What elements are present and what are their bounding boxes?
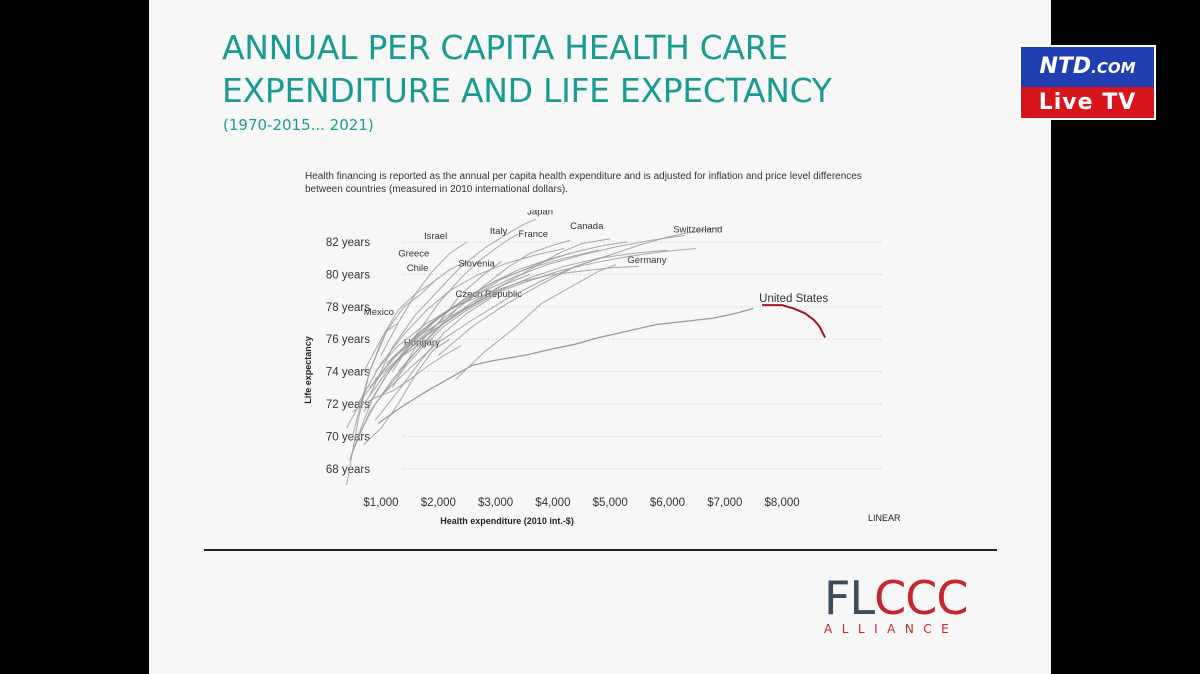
- series-label: Czech Republic: [455, 289, 522, 300]
- divider: [204, 549, 997, 551]
- scale-toggle-label: LINEAR: [868, 513, 901, 523]
- series-label: Switzerland: [673, 224, 722, 235]
- x-axis-label: Health expenditure (2010 int.-$): [440, 516, 574, 526]
- live-tv-label: Live TV: [1021, 87, 1154, 118]
- x-tick-label: $5,000: [593, 497, 628, 509]
- series-line: [346, 338, 433, 429]
- series-line-italy: [392, 233, 519, 372]
- ntd-live-badge: NTD.COM Live TV: [1019, 45, 1156, 120]
- series-line: [357, 247, 565, 405]
- x-tick-label: $1,000: [363, 497, 398, 509]
- series-line-united-states: [377, 307, 754, 424]
- chart-note: Health financing is reported as the annu…: [305, 171, 862, 195]
- series-line-israel: [380, 241, 468, 356]
- x-tick-label: $6,000: [650, 497, 685, 509]
- series-label: Mexico: [364, 307, 394, 318]
- flccc-logo: FLCCC ALLIANCE: [824, 575, 999, 636]
- series-line-france: [397, 239, 571, 372]
- series-label: Italy: [490, 226, 508, 237]
- series-line-czech-republic: [374, 290, 502, 421]
- x-tick-label: $2,000: [421, 497, 456, 509]
- ntd-logo-main: NTD: [1039, 54, 1092, 79]
- series-label: France: [519, 229, 549, 240]
- series-line-japan: [369, 218, 536, 397]
- slide-title-line-1: ANNUAL PER CAPITA HEALTH CARE: [222, 28, 788, 67]
- x-tick-label: $8,000: [765, 497, 800, 509]
- series-line: [397, 249, 668, 360]
- series-label: Israel: [424, 231, 447, 242]
- y-tick-label: 82 years: [326, 237, 370, 249]
- x-tick-label: $3,000: [478, 497, 513, 509]
- logo-alliance: ALLIANCE: [824, 622, 959, 636]
- logo-wordmark-fl: FL: [824, 571, 875, 625]
- chart: 68 years 70 years 72 years 74 years 76 years…: [303, 210, 901, 526]
- y-axis-label: Life expectancy: [303, 336, 313, 404]
- y-tick-label: 74 years: [326, 367, 370, 379]
- ntd-logo: NTD.COM: [1021, 47, 1154, 87]
- slide-subtitle: (1970-2015... 2021): [223, 116, 374, 134]
- y-tick-label: 70 years: [326, 431, 370, 443]
- logo-wordmark-ccc: CCC: [874, 571, 968, 625]
- series-line: [349, 304, 456, 461]
- x-tick-label: $4,000: [535, 497, 570, 509]
- series-line-greece: [363, 260, 468, 372]
- series-line: [352, 345, 462, 413]
- series-label: Germany: [627, 255, 666, 266]
- y-tick-label: 76 years: [326, 334, 370, 346]
- series-line: [363, 249, 599, 413]
- y-tick-label: 80 years: [326, 269, 370, 281]
- ntd-logo-domain: .COM: [1091, 59, 1136, 77]
- series-label: Hungary: [404, 338, 440, 349]
- series-line: [374, 241, 628, 381]
- slide-title: ANNUAL PER CAPITA HEALTH CARE EXPENDITUR…: [222, 26, 832, 112]
- y-tick-label: 72 years: [326, 399, 370, 411]
- series-line: [357, 296, 491, 437]
- presentation-slide: ANNUAL PER CAPITA HEALTH CARE EXPENDITUR…: [149, 0, 1051, 674]
- logo-wordmark: FLCCC: [824, 575, 999, 621]
- series-line-united-states-recent: [762, 304, 826, 339]
- x-tick-label: $7,000: [707, 497, 742, 509]
- series-line-germany: [455, 264, 617, 381]
- slide-title-line-2: EXPENDITURE AND LIFE EXPECTANCY: [222, 71, 832, 110]
- series-label: Chile: [407, 263, 429, 274]
- series-label: Japan: [527, 210, 553, 217]
- series-line: [363, 252, 571, 405]
- series-label: Canada: [570, 221, 604, 232]
- series-line-hungary: [363, 338, 451, 445]
- series-label: Slovenia: [458, 258, 495, 269]
- series-label: Greece: [398, 249, 429, 260]
- y-tick-label: 68 years: [326, 464, 370, 476]
- series-label: United States: [759, 293, 828, 305]
- series-line: [386, 235, 685, 364]
- series-line-mexico: [346, 322, 399, 486]
- series-line: [380, 254, 611, 397]
- series-line: [374, 265, 639, 372]
- y-tick-label: 78 years: [326, 302, 370, 314]
